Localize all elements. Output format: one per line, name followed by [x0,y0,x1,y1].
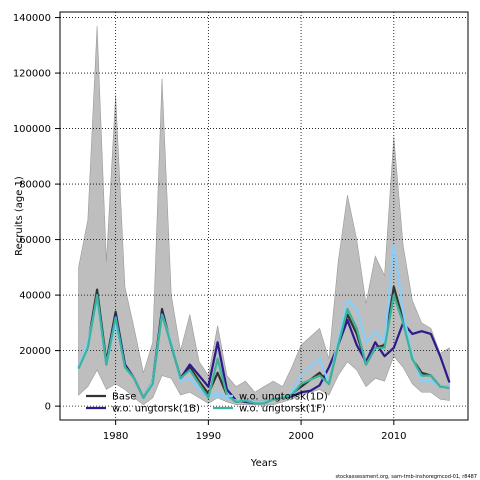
x-tick-label: 1990 [196,431,221,442]
x-tick-label: 2000 [288,431,313,442]
legend-label-3: w.o. ungtorsk(1F) [239,404,326,415]
y-axis-title: Recruits (age 1) [14,176,25,256]
y-tick-label: 120000 [13,69,51,80]
series-layer [77,244,451,405]
y-tick-label: 40000 [19,291,51,302]
x-tick-label: 2010 [381,431,406,442]
footer-credit: stockassessment.org, sam-tmb-inshoregmco… [335,474,477,480]
legend-label-0: Base [112,392,136,403]
y-tick-label: 0 [45,402,51,413]
y-tick-label: 140000 [13,13,51,24]
y-tick-label: 60000 [19,235,51,246]
x-axis-title: Years [250,458,277,469]
y-tick-label: 100000 [13,124,51,135]
series-line-3 [77,294,450,405]
legend-label-1: w.o. ungtorsk(1B) [112,404,200,415]
axis-layer: 1980 1990 2000 2010 0 20000 40000 60000 80000 100… [13,13,407,442]
y-tick-label: 20000 [19,346,51,357]
y-tick-label: 80000 [19,180,51,191]
plot-frame [59,11,469,421]
legend-label-2: w.o. ungtorsk(1D) [239,392,328,403]
x-tick-label: 1980 [103,431,128,442]
